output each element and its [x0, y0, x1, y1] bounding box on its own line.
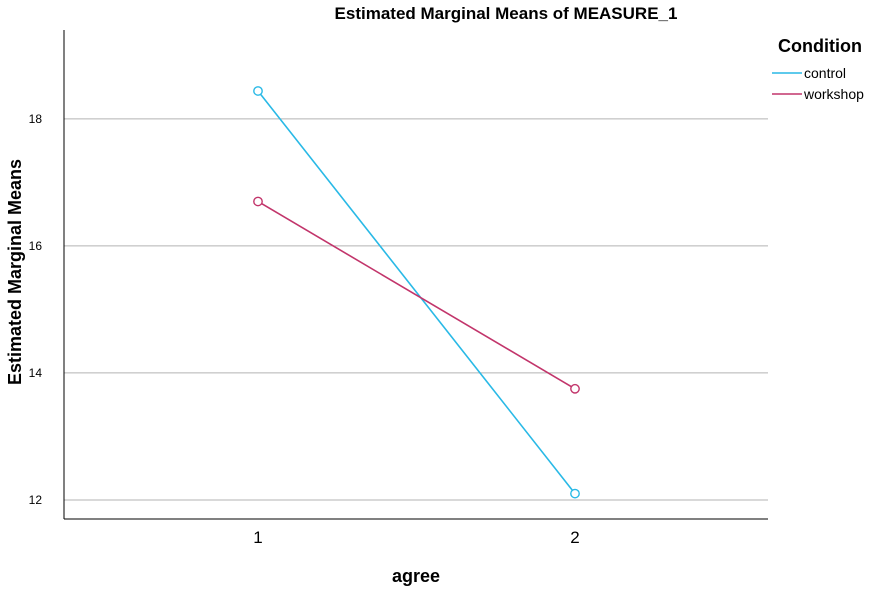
data-point-workshop: [570, 383, 580, 394]
x-tick-label: 2: [570, 528, 579, 547]
x-axis-title: agree: [392, 566, 440, 586]
legend-title: Condition: [778, 36, 862, 56]
y-axis-title: Estimated Marginal Means: [5, 159, 25, 385]
y-tick-label: 16: [29, 239, 43, 253]
data-point-control: [570, 488, 580, 499]
x-tick-label: 1: [253, 528, 262, 547]
y-tick-labels: 12 14 16 18: [29, 112, 43, 507]
y-tick-label: 14: [29, 366, 43, 380]
gridlines: [64, 118, 768, 501]
data-point-workshop: [253, 196, 263, 207]
legend-label-workshop: workshop: [803, 86, 864, 102]
series-line-control: [257, 90, 576, 495]
y-tick-label: 18: [29, 112, 43, 126]
data-point-control: [253, 86, 263, 96]
y-tick-label: 12: [29, 493, 43, 507]
series-line-workshop: [257, 200, 576, 390]
series-group: [253, 86, 580, 499]
chart-title: Estimated Marginal Means of MEASURE_1: [335, 4, 678, 23]
legend-label-control: control: [804, 65, 846, 81]
legend: Condition control workshop: [772, 36, 864, 102]
